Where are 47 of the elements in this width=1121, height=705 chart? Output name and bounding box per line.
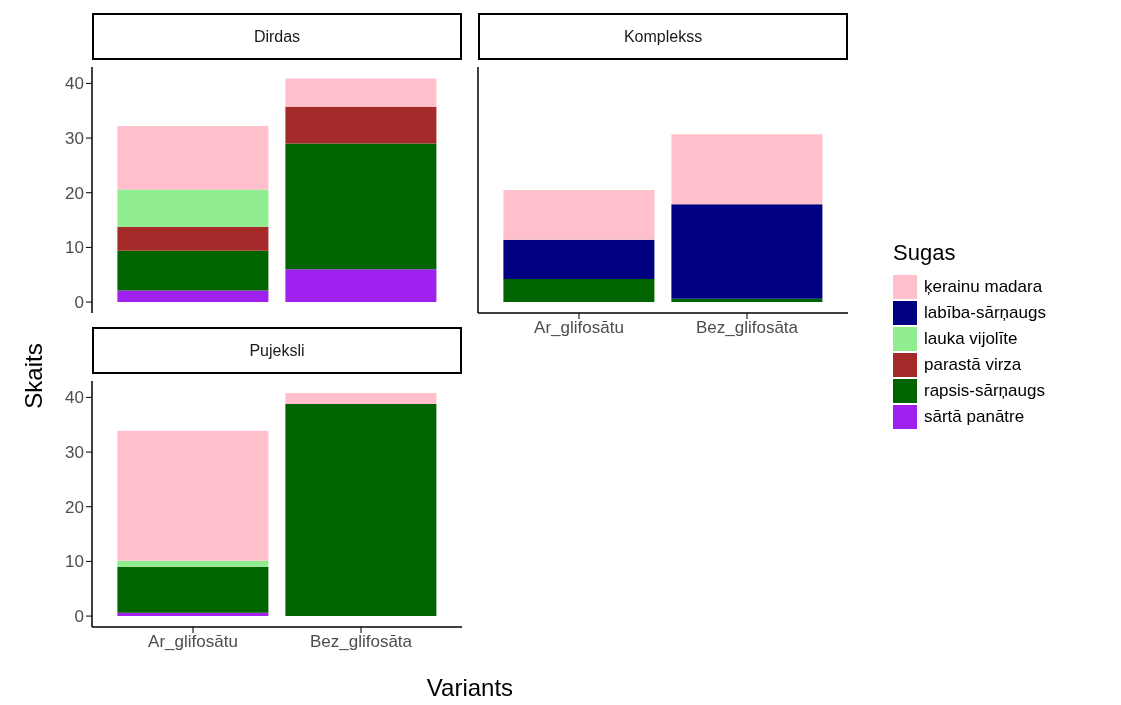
bar — [285, 393, 437, 404]
bar — [117, 189, 269, 227]
bar — [117, 560, 269, 567]
y-tick-label: 30 — [65, 129, 84, 149]
x-tick-label: Bez_glifosāta — [695, 318, 799, 338]
legend-title: Sugas — [893, 240, 957, 266]
bar — [117, 126, 269, 190]
y-axis-title: Skaits — [20, 343, 48, 409]
legend-label: rapsis-sārņaugs — [924, 381, 1045, 401]
y-tick-label: 30 — [65, 443, 84, 463]
y-tick-label: 20 — [65, 183, 84, 203]
bar — [117, 250, 269, 291]
legend-label: parastā virza — [924, 355, 1022, 375]
x-tick-label: Ar_glifosātu — [148, 632, 238, 652]
bar — [285, 78, 437, 107]
bar — [285, 143, 437, 270]
y-tick-label: 40 — [65, 74, 84, 94]
legend-label: lauka vijolīte — [924, 329, 1018, 349]
bar — [285, 269, 437, 303]
bar — [285, 403, 437, 617]
x-tick-label: Bez_glifosāta — [309, 632, 413, 652]
y-tick-label: 0 — [74, 607, 84, 627]
x-tick-label: Ar_glifosātu — [534, 318, 624, 338]
bar — [117, 226, 269, 251]
x-axis-title: Variants — [425, 674, 515, 702]
bar — [671, 204, 823, 299]
bar — [503, 239, 655, 280]
bar — [503, 190, 655, 240]
y-tick-label: 40 — [65, 388, 84, 408]
bar — [671, 134, 823, 205]
bar — [285, 106, 437, 144]
bar — [117, 430, 269, 561]
bar — [503, 279, 655, 303]
y-tick-label: 10 — [65, 552, 84, 572]
bar — [117, 612, 269, 617]
bar — [117, 290, 269, 303]
legend-label: labība-sārņaugs — [924, 303, 1046, 323]
chart-title: Dirdas — [92, 13, 462, 60]
bar — [117, 566, 269, 613]
y-tick-label: 10 — [65, 238, 84, 258]
bar — [671, 298, 823, 303]
y-tick-label: 20 — [65, 497, 84, 517]
chart-title: Pujeksli — [92, 327, 462, 374]
legend-label: sārtā panātre — [924, 407, 1025, 427]
legend-label: ķerainu madara — [924, 277, 1043, 297]
chart-title: Komplekss — [478, 13, 848, 60]
y-tick-label: 0 — [74, 293, 84, 313]
